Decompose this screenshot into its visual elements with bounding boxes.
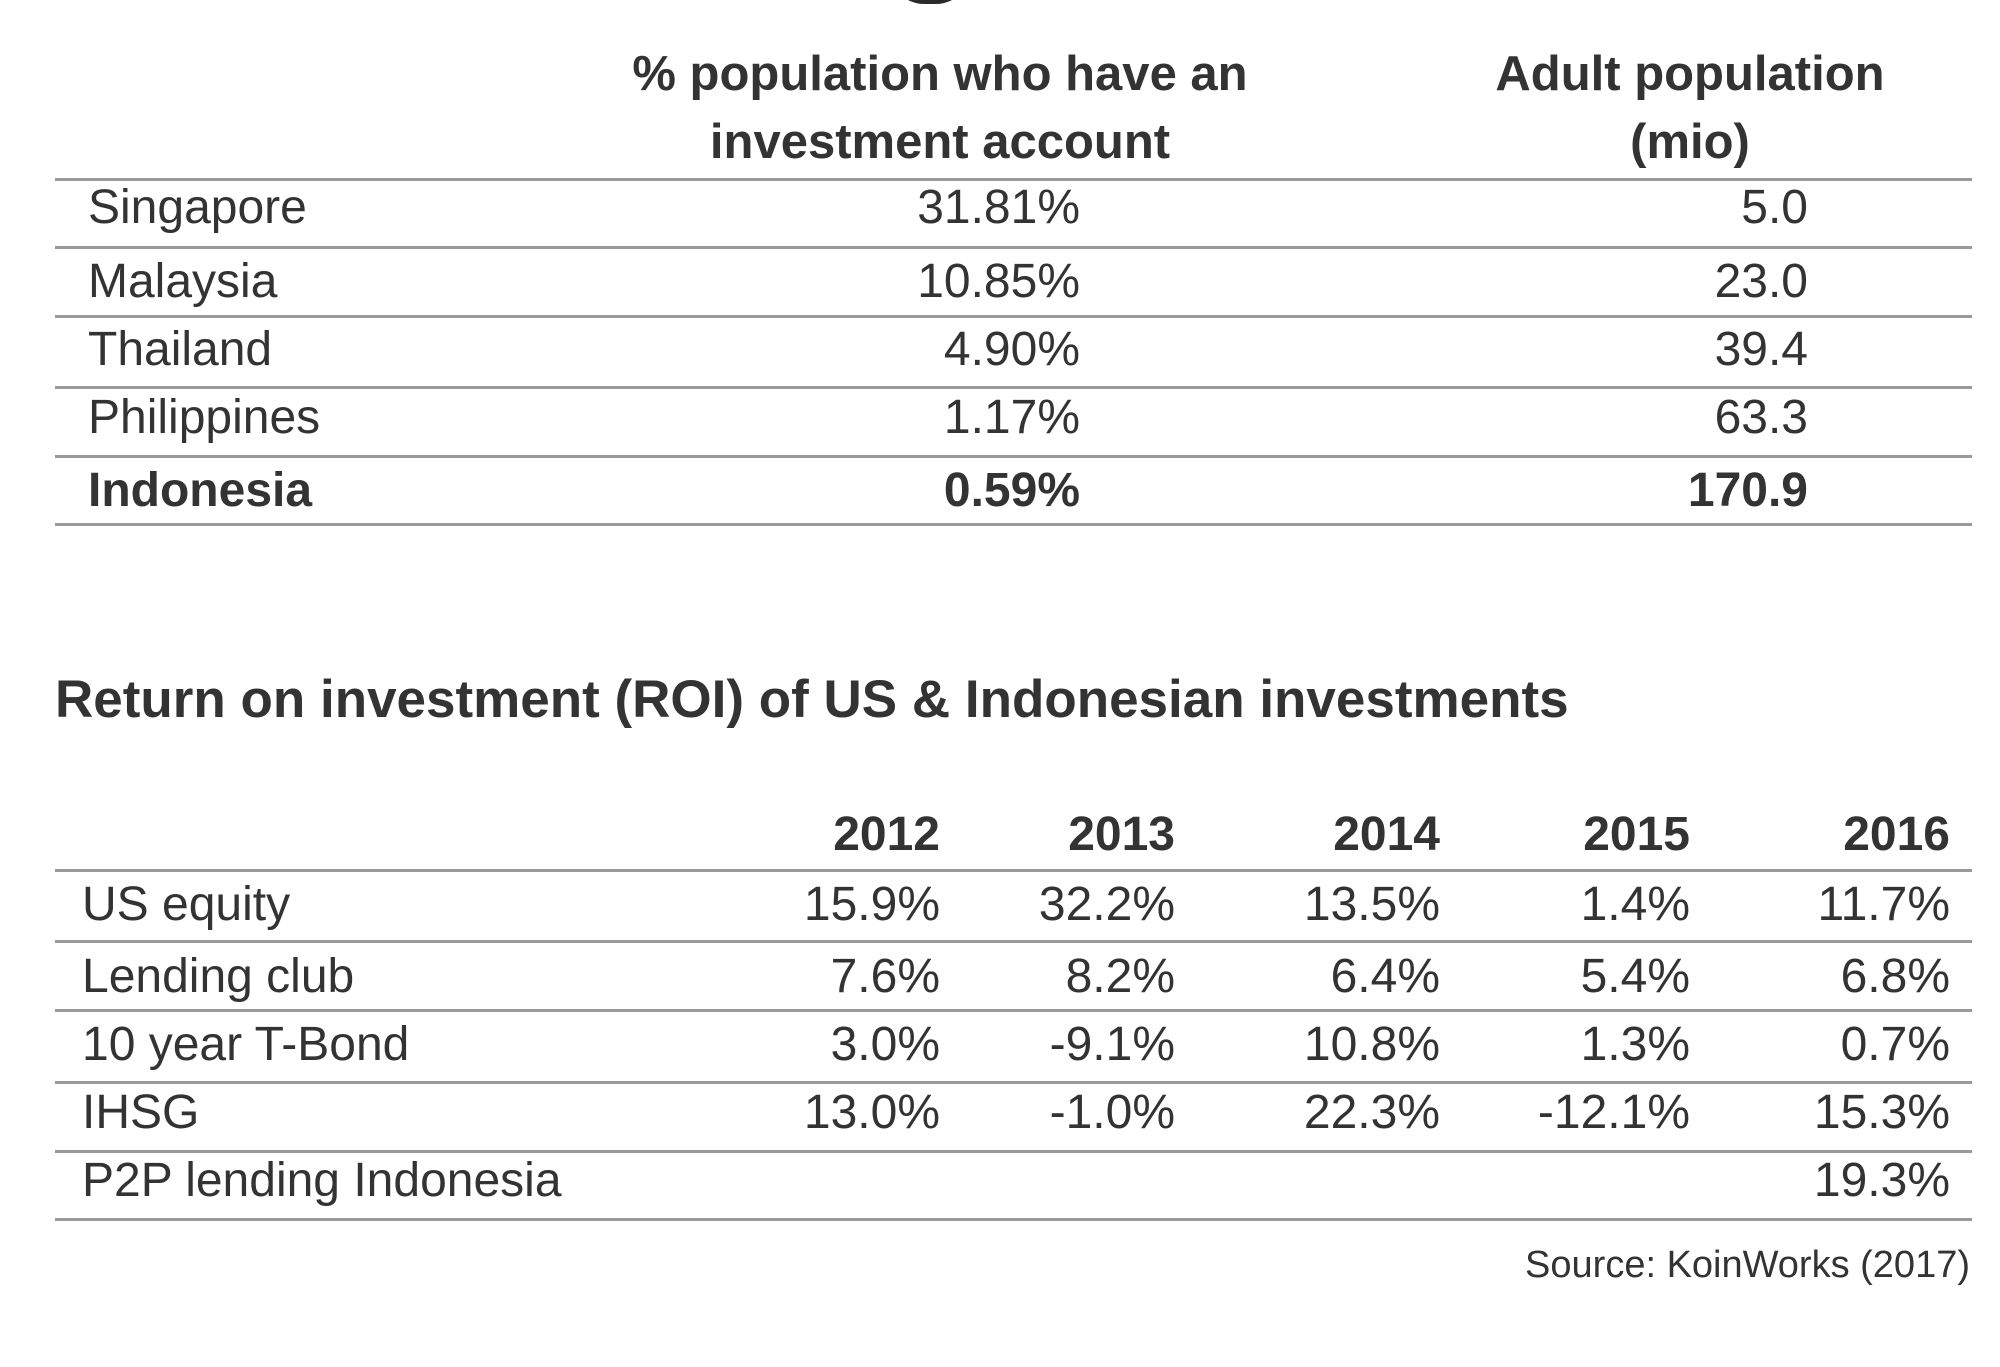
- divider: [55, 940, 1972, 943]
- pct-value: 10.85%: [917, 255, 1080, 308]
- pop-value: 170.9: [1687, 464, 1808, 517]
- pct-value: 31.81%: [917, 181, 1080, 234]
- investment-label: 10 year T-Bond: [82, 1018, 410, 1071]
- divider: [55, 869, 1972, 872]
- roi-value: 3.0%: [830, 1018, 940, 1071]
- logo-fragment: [890, 0, 970, 4]
- source-caption: Source: KoinWorks (2017): [1525, 1244, 1970, 1286]
- roi-value: 11.7%: [1817, 878, 1950, 931]
- divider: [55, 523, 1972, 526]
- pop-value: 63.3: [1714, 391, 1808, 444]
- roi-value: 0.7%: [1840, 1018, 1950, 1071]
- roi-value: 7.6%: [830, 950, 940, 1003]
- divider: [55, 386, 1972, 389]
- roi-value: 19.3%: [1813, 1154, 1950, 1207]
- roi-value: -1.0%: [1049, 1086, 1175, 1139]
- roi-value: 6.4%: [1330, 950, 1440, 1003]
- pct-value: 1.17%: [943, 391, 1080, 444]
- divider: [55, 246, 1972, 249]
- roi-value: 5.4%: [1580, 950, 1690, 1003]
- roi-value: 15.3%: [1813, 1086, 1950, 1139]
- divider: [55, 315, 1972, 318]
- table2-title: Return on investment (ROI) of US & Indon…: [55, 670, 1569, 729]
- investment-label: P2P lending Indonesia: [82, 1154, 562, 1207]
- divider: [55, 1150, 1972, 1153]
- year-header: 2015: [1583, 808, 1690, 861]
- pop-value: 39.4: [1714, 323, 1808, 376]
- table1-header-pct: % population who have an investment acco…: [632, 47, 1248, 169]
- divider: [55, 178, 1972, 181]
- pct-value: 4.90%: [943, 323, 1080, 376]
- roi-value: 1.4%: [1580, 878, 1690, 931]
- table1-header-pop: Adult population (mio): [1495, 47, 1885, 169]
- roi-value: 1.3%: [1580, 1018, 1690, 1071]
- divider: [55, 455, 1972, 458]
- investment-label: IHSG: [82, 1086, 200, 1139]
- year-header: 2013: [1068, 808, 1175, 861]
- investment-label: Lending club: [82, 950, 355, 1003]
- year-header: 2016: [1843, 808, 1950, 861]
- year-header: 2014: [1333, 808, 1440, 861]
- country-label: Philippines: [88, 391, 321, 444]
- country-label: Malaysia: [88, 255, 278, 308]
- divider: [55, 1009, 1972, 1012]
- country-label: Indonesia: [88, 464, 313, 517]
- country-label: Thailand: [88, 323, 273, 376]
- roi-value: 13.0%: [803, 1086, 940, 1139]
- pop-value: 5.0: [1741, 181, 1808, 234]
- roi-value: 8.2%: [1065, 950, 1175, 1003]
- roi-value: -12.1%: [1537, 1086, 1690, 1139]
- divider: [55, 1081, 1972, 1084]
- roi-value: 32.2%: [1038, 878, 1175, 931]
- roi-value: 6.8%: [1840, 950, 1950, 1003]
- roi-value: -9.1%: [1049, 1018, 1175, 1071]
- investment-label: US equity: [82, 878, 291, 931]
- pct-value: 0.59%: [943, 464, 1080, 517]
- year-header: 2012: [833, 808, 940, 861]
- roi-value: 15.9%: [803, 878, 940, 931]
- roi-value: 13.5%: [1303, 878, 1440, 931]
- divider: [55, 1218, 1972, 1221]
- pop-value: 23.0: [1714, 255, 1808, 308]
- roi-value: 10.8%: [1303, 1018, 1440, 1071]
- country-label: Singapore: [88, 181, 307, 234]
- roi-value: 22.3%: [1303, 1086, 1440, 1139]
